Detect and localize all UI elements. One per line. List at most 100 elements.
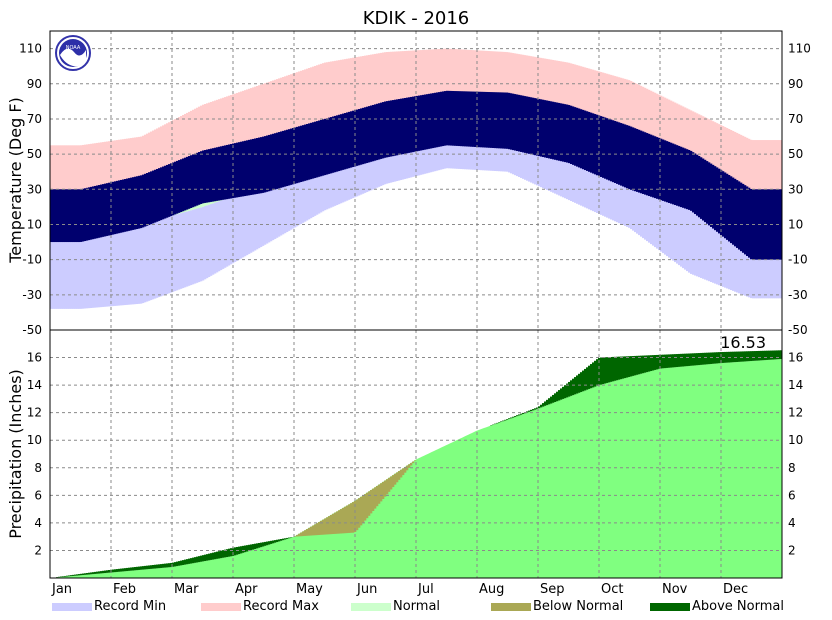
observed-range-bar xyxy=(90,186,93,240)
month-tick-label: Mar xyxy=(174,582,199,597)
record-min-bar xyxy=(666,197,669,257)
record-max-bar xyxy=(226,96,229,159)
record-max-bar xyxy=(472,50,475,94)
above-normal-bar xyxy=(534,408,537,410)
observed-range-bar xyxy=(226,144,229,200)
record-min-bar xyxy=(604,173,607,217)
observed-range-bar xyxy=(740,182,743,252)
above-normal-bar xyxy=(266,541,269,546)
record-max-bar xyxy=(528,55,531,101)
below-normal-bar xyxy=(334,512,337,534)
record-min-bar xyxy=(764,227,767,299)
record-max-bar xyxy=(630,80,633,141)
above-normal-bar xyxy=(558,390,561,401)
record-min-bar xyxy=(216,201,219,273)
above-normal-bar xyxy=(594,360,597,387)
observed-range-bar xyxy=(482,91,485,148)
above-normal-bar xyxy=(212,552,215,560)
record-min-bar xyxy=(588,168,591,210)
record-max-bar xyxy=(140,136,143,190)
observed-range-bar xyxy=(72,189,75,243)
observed-range-bar xyxy=(680,146,683,208)
record-min-bar xyxy=(258,187,261,249)
record-min-bar xyxy=(280,180,283,236)
observed-range-bar xyxy=(206,149,209,203)
record-max-bar xyxy=(658,94,661,154)
record-min-bar xyxy=(324,166,327,211)
record-max-bar xyxy=(386,52,389,107)
observed-range-bar xyxy=(184,157,187,211)
record-max-bar xyxy=(124,138,127,193)
above-normal-bar xyxy=(214,552,217,560)
above-normal-bar xyxy=(66,575,69,577)
record-min-bar xyxy=(408,145,411,178)
above-normal-bar xyxy=(720,352,723,364)
record-max-bar xyxy=(202,104,205,168)
observed-range-bar xyxy=(196,152,199,206)
record-min-bar xyxy=(548,155,551,191)
observed-range-bar xyxy=(512,93,515,151)
record-min-bar xyxy=(66,236,69,309)
record-min-bar xyxy=(188,210,191,286)
observed-range-bar xyxy=(54,189,57,243)
temp-tick-left: 50 xyxy=(27,147,42,161)
below-normal-bar xyxy=(368,491,371,516)
temp-tick-right: 30 xyxy=(788,182,803,196)
observed-range-bar xyxy=(674,144,677,206)
observed-range-bar xyxy=(584,110,587,171)
record-max-bar xyxy=(736,132,739,187)
record-min-bar xyxy=(220,200,223,271)
record-max-bar xyxy=(174,119,177,178)
record-max-bar xyxy=(222,97,225,160)
record-min-bar xyxy=(758,227,761,299)
record-max-bar xyxy=(126,138,129,192)
above-normal-bar xyxy=(232,547,235,556)
month-tick-label: Aug xyxy=(479,582,504,597)
record-min-bar xyxy=(224,199,227,268)
record-max-bar xyxy=(300,70,303,131)
above-normal-bar xyxy=(648,355,651,372)
observed-range-bar xyxy=(302,125,305,182)
record-max-bar xyxy=(268,81,271,142)
record-max-bar xyxy=(432,49,435,96)
above-normal-bar xyxy=(218,551,221,559)
observed-range-bar xyxy=(696,154,699,216)
record-max-bar xyxy=(538,57,541,104)
record-min-bar xyxy=(696,209,699,277)
observed-range-bar xyxy=(646,133,649,196)
record-min-bar xyxy=(512,145,515,175)
record-max-bar xyxy=(374,53,377,110)
legend-label: Record Max xyxy=(243,599,319,614)
record-min-bar xyxy=(682,203,685,269)
above-normal-bar xyxy=(216,551,219,559)
record-min-bar xyxy=(466,141,469,170)
record-min-bar xyxy=(534,151,537,185)
record-max-bar xyxy=(466,49,469,94)
record-min-bar xyxy=(176,214,179,291)
record-min-bar xyxy=(358,156,361,196)
record-min xyxy=(50,140,783,309)
observed-range-bar xyxy=(708,162,711,226)
above-normal-bar xyxy=(182,560,185,565)
observed-range-bar xyxy=(222,145,225,200)
record-max-bar xyxy=(134,137,137,191)
above-normal-bar xyxy=(142,566,145,570)
observed-range-bar xyxy=(676,145,679,206)
chart-title: KDIK - 2016 xyxy=(363,8,470,29)
observed-range-bar xyxy=(52,189,55,243)
record-max-bar xyxy=(662,96,665,156)
below-normal-bar xyxy=(378,484,381,504)
precip-tick-right: 8 xyxy=(788,461,796,475)
observed-range-bar xyxy=(366,106,369,163)
record-min-bar xyxy=(152,221,155,300)
observed-range-bar xyxy=(250,139,253,195)
above-normal-bar xyxy=(246,545,249,552)
record-max-bar xyxy=(82,144,85,200)
legend-item: Normal xyxy=(351,599,440,614)
observed-range-bar xyxy=(410,96,413,153)
record-max-bar xyxy=(712,121,715,178)
observed-range-bar xyxy=(138,175,141,229)
observed-range-bar xyxy=(454,91,457,146)
record-max-bar xyxy=(592,69,595,124)
record-max-bar xyxy=(356,57,359,115)
